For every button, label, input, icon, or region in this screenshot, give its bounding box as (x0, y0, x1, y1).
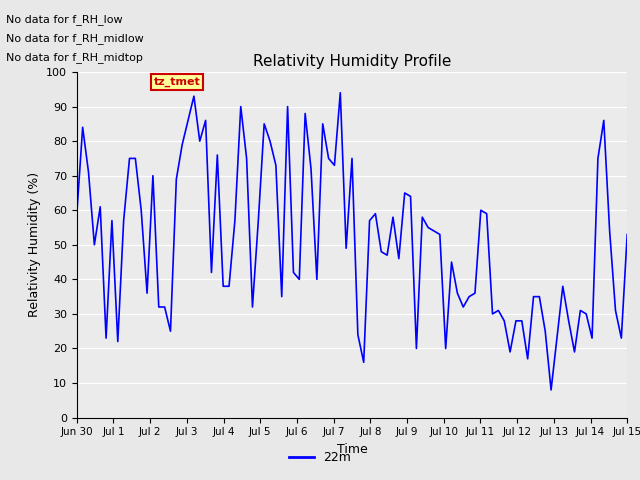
Text: No data for f_RH_midlow: No data for f_RH_midlow (6, 33, 144, 44)
Text: tz_tmet: tz_tmet (154, 77, 200, 87)
Title: Relativity Humidity Profile: Relativity Humidity Profile (253, 54, 451, 70)
Text: No data for f_RH_midtop: No data for f_RH_midtop (6, 52, 143, 63)
Y-axis label: Relativity Humidity (%): Relativity Humidity (%) (28, 172, 40, 317)
Legend: 22m: 22m (284, 446, 356, 469)
X-axis label: Time: Time (337, 443, 367, 456)
Text: No data for f_RH_low: No data for f_RH_low (6, 13, 123, 24)
